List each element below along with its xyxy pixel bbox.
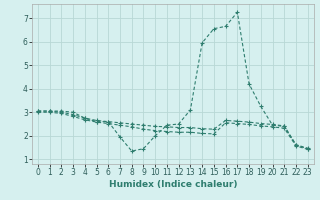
X-axis label: Humidex (Indice chaleur): Humidex (Indice chaleur) xyxy=(108,180,237,189)
